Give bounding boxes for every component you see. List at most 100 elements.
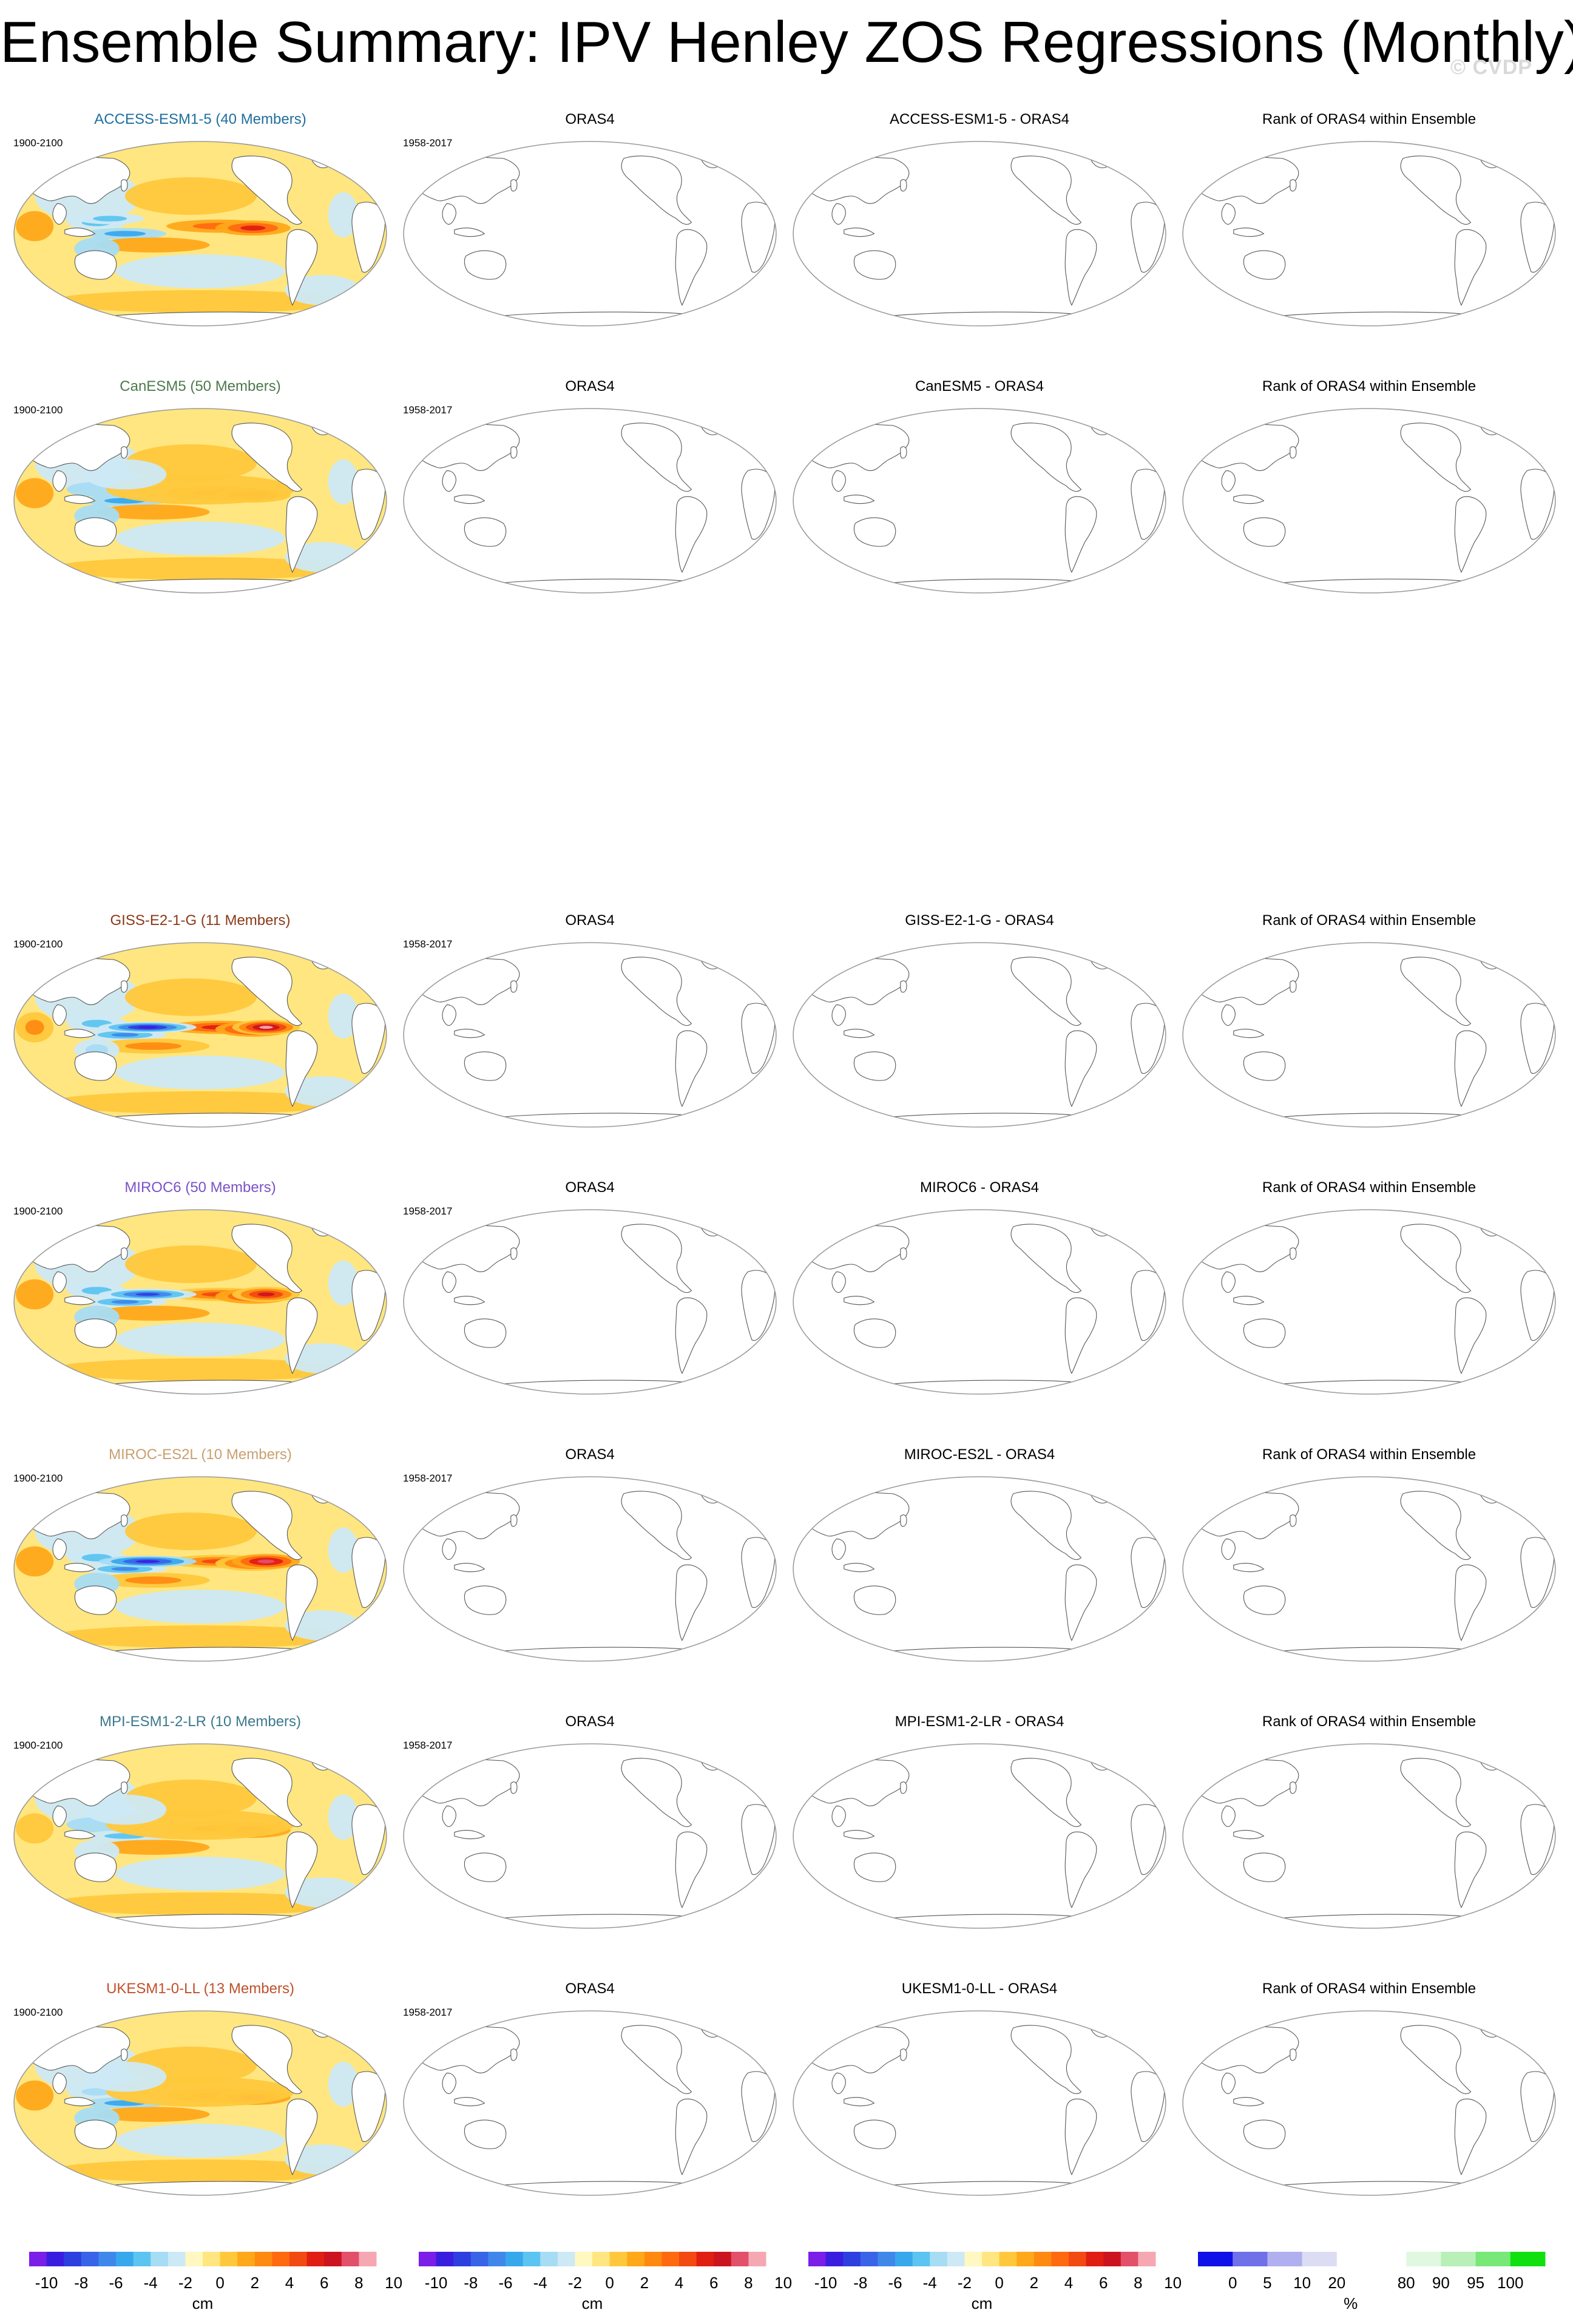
land-africa <box>1131 1804 1165 1875</box>
period-label: 1958-2017 <box>403 2007 453 2018</box>
land-australia <box>853 1051 896 1081</box>
colorbar-tick-label: 8 <box>354 2274 364 2292</box>
contour-fill <box>257 1559 275 1563</box>
land-northAmerica <box>621 2025 692 2095</box>
land-southAmerica <box>285 2098 318 2176</box>
land-australia <box>853 1585 896 1615</box>
outline-map <box>403 942 777 1128</box>
land-japan <box>121 2048 128 2061</box>
colorbar-tick-label: -4 <box>533 2274 547 2292</box>
land-eurasia <box>408 422 520 471</box>
map-frame <box>403 1476 777 1662</box>
colorbar-swatch <box>1336 2252 1372 2266</box>
land-northAmerica <box>231 422 303 492</box>
map-frame <box>403 1743 777 1929</box>
map-frame <box>13 408 387 594</box>
land-southAmerica <box>675 1831 708 1909</box>
land-northAmerica <box>1400 2025 1472 2095</box>
period-label: 1900-2100 <box>13 1740 63 1751</box>
map-frame <box>1182 1476 1556 1662</box>
land-indonesia <box>64 2097 96 2107</box>
difference-panel-title: GISS-E2-1-G - ORAS4 <box>905 912 1054 929</box>
obs-panel-title: ORAS4 <box>565 111 615 127</box>
land-indiaSEA <box>1221 470 1236 492</box>
colorbar-tick-label: -10 <box>424 2274 448 2292</box>
land-indonesia <box>454 1563 485 1573</box>
land-eurasia <box>1188 2025 1299 2073</box>
contour-fill <box>115 254 285 288</box>
land-japan <box>900 179 907 192</box>
outline-map <box>403 1209 777 1395</box>
land-eurasia <box>798 155 910 204</box>
land-indonesia <box>64 228 96 237</box>
cm-colorbar <box>419 2252 766 2266</box>
land-eurasia <box>798 422 910 471</box>
land-northAmerica <box>1010 1758 1082 1828</box>
land-eurasia <box>408 1758 520 1806</box>
land-greenland <box>1478 1749 1502 1771</box>
land-greenland <box>1089 146 1112 169</box>
colorbar-tick-label: 4 <box>674 2274 684 2292</box>
land-northAmerica <box>621 957 692 1026</box>
model-regression-map <box>13 1476 387 1662</box>
land-africa <box>1131 469 1165 540</box>
colorbar-swatch <box>523 2252 541 2266</box>
colorbar-swatch <box>644 2252 662 2266</box>
outline-map <box>793 141 1166 327</box>
land-japan <box>121 1514 128 1527</box>
land-northAmerica <box>231 1758 303 1828</box>
land-japan <box>900 1247 907 1260</box>
land-africa <box>741 1270 776 1341</box>
land-australia <box>74 1585 117 1615</box>
colorbar-swatch <box>254 2252 272 2266</box>
land-indiaSEA <box>1221 1538 1236 1560</box>
contour-fill <box>138 1026 158 1029</box>
outline-map <box>403 1476 777 1662</box>
contour-fill <box>328 459 359 505</box>
colorbar-swatch <box>860 2252 878 2266</box>
colorbar-swatch <box>341 2252 359 2266</box>
rank-panel-title: Rank of ORAS4 within Ensemble <box>1262 912 1477 929</box>
colorbar-swatch <box>999 2252 1017 2266</box>
land-africa <box>741 1003 776 1074</box>
obs-panel-title: ORAS4 <box>565 1713 615 1730</box>
land-australia <box>464 1318 507 1348</box>
difference-panel-title: MPI-ESM1-2-LR - ORAS4 <box>895 1713 1064 1730</box>
period-label: 1900-2100 <box>13 1472 63 1484</box>
contour-fill <box>115 2124 285 2158</box>
map-frame <box>1182 1209 1556 1395</box>
colorbar-swatch <box>679 2252 697 2266</box>
land-northAmerica <box>1400 1224 1472 1293</box>
land-indonesia <box>64 1563 96 1573</box>
land-australia <box>74 1852 117 1882</box>
map-frame <box>403 1209 777 1395</box>
land-eurasia <box>798 2025 910 2073</box>
land-indiaSEA <box>1221 1271 1236 1293</box>
land-northAmerica <box>1400 155 1472 225</box>
land-greenland <box>1478 2016 1502 2038</box>
land-indonesia <box>64 1296 96 1306</box>
period-label: 1958-2017 <box>403 1472 453 1484</box>
model-regression-map <box>13 2010 387 2196</box>
contour-fill <box>328 993 359 1039</box>
land-africa <box>741 469 776 540</box>
land-africa <box>1131 1270 1165 1341</box>
land-indonesia <box>1233 1296 1265 1306</box>
colorbar-swatch <box>982 2252 1000 2266</box>
land-indiaSEA <box>831 203 846 225</box>
map-frame <box>403 942 777 1128</box>
outline-map <box>403 408 777 594</box>
outline-map <box>403 141 777 327</box>
map-frame <box>793 2010 1166 2196</box>
colorbar-swatch <box>1372 2252 1407 2266</box>
colorbar-swatch <box>151 2252 169 2266</box>
colorbar-swatch <box>1086 2252 1104 2266</box>
map-frame <box>793 942 1166 1128</box>
land-indiaSEA <box>442 1004 456 1026</box>
colorbar-swatch <box>64 2252 82 2266</box>
land-eurasia <box>408 155 520 204</box>
model-panel-title: MPI-ESM1-2-LR (10 Members) <box>99 1713 302 1730</box>
period-label: 1958-2017 <box>403 404 453 416</box>
land-northAmerica <box>621 422 692 492</box>
map-frame <box>13 942 387 1128</box>
